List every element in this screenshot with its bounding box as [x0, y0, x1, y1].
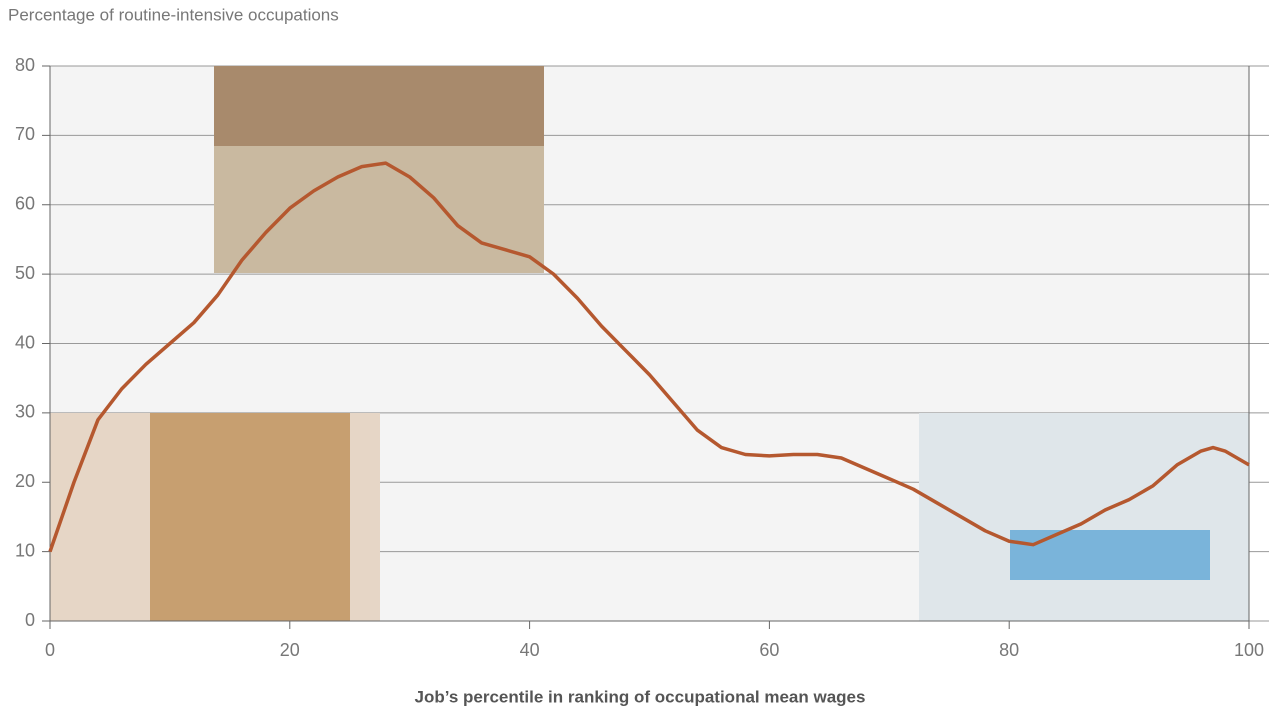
y-tick-label: 60 — [15, 194, 35, 214]
y-tick-label: 80 — [15, 55, 35, 75]
x-tick-label: 40 — [520, 640, 540, 660]
photo-lab-gloves — [1010, 530, 1210, 580]
x-tick-label: 20 — [280, 640, 300, 660]
x-tick-label: 100 — [1234, 640, 1264, 660]
y-tick-label: 10 — [15, 540, 35, 560]
x-axis-label: Job’s percentile in ranking of occupatio… — [415, 687, 866, 706]
photo-factory-top — [214, 66, 544, 146]
x-tick-label: 60 — [759, 640, 779, 660]
x-tick-label: 0 — [45, 640, 55, 660]
y-tick-label: 70 — [15, 124, 35, 144]
y-tick-label: 20 — [15, 471, 35, 491]
photo-hairdresser-hair — [150, 413, 350, 621]
y-tick-label: 40 — [15, 332, 35, 352]
photo-lab — [919, 413, 1249, 621]
y-tick-label: 50 — [15, 263, 35, 283]
y-tick-label: 0 — [25, 610, 35, 630]
x-tick-label: 80 — [999, 640, 1019, 660]
chart-title: Percentage of routine-intensive occupati… — [8, 5, 339, 24]
y-tick-label: 30 — [15, 402, 35, 422]
chart: Percentage of routine-intensive occupati… — [0, 0, 1272, 711]
